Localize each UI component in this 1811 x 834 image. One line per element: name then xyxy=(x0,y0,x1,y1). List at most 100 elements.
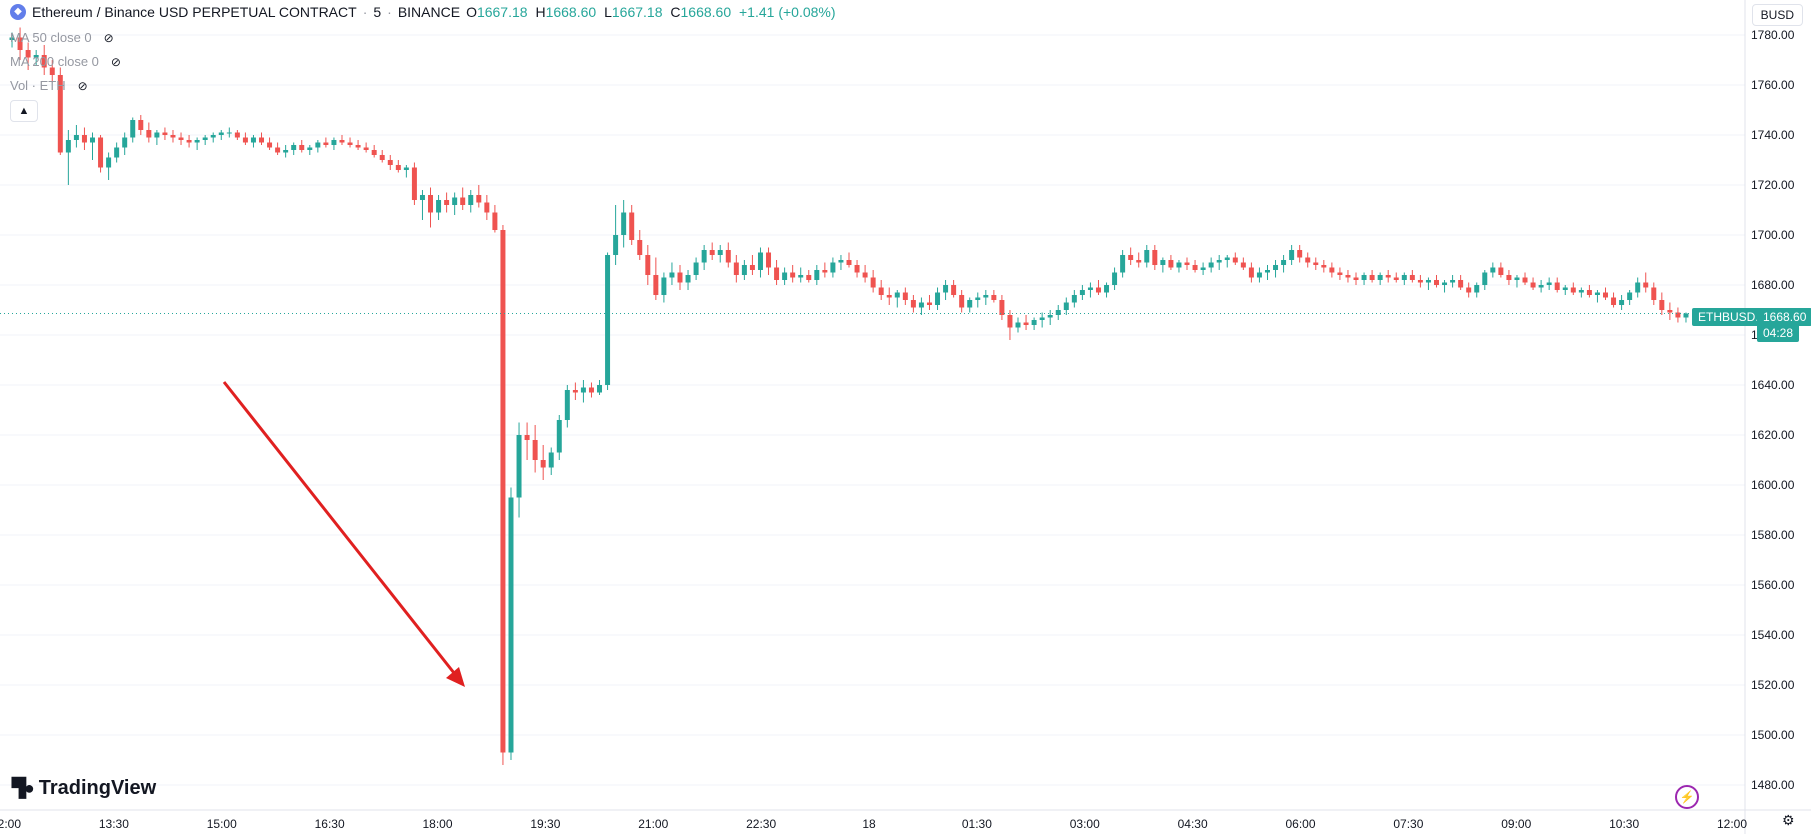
candle-body xyxy=(419,195,425,200)
candle xyxy=(1313,257,1319,270)
candle xyxy=(1417,275,1423,288)
candle-body xyxy=(1603,292,1608,298)
candle xyxy=(1224,255,1230,268)
candle-body xyxy=(685,275,691,283)
candle xyxy=(299,140,305,153)
candle-body xyxy=(806,275,812,280)
candle-body xyxy=(1313,262,1319,265)
candle xyxy=(1200,262,1206,275)
candle-body xyxy=(1289,250,1295,260)
candle xyxy=(242,132,248,145)
candle xyxy=(484,195,490,220)
y-tick-label: 1700.00 xyxy=(1751,228,1795,242)
indicator-ma200[interactable]: MA 200 close 0 ⊘ xyxy=(10,54,121,69)
indicator-ma50[interactable]: MA 50 close 0 ⊘ xyxy=(10,30,114,45)
candle-body xyxy=(114,147,120,158)
candle xyxy=(605,252,611,390)
candle xyxy=(1264,265,1270,280)
candle-body xyxy=(1474,285,1480,293)
candle-body xyxy=(194,140,200,143)
candle-body xyxy=(757,252,763,270)
candle xyxy=(1401,272,1407,285)
candle xyxy=(1490,262,1496,278)
candle xyxy=(226,127,232,138)
high-label: H xyxy=(535,4,546,20)
candle xyxy=(613,205,619,265)
candle-body xyxy=(1015,322,1021,328)
candle xyxy=(315,140,321,153)
bolt-icon[interactable]: ⚡ xyxy=(1675,785,1699,809)
candle xyxy=(717,245,723,263)
candle-body xyxy=(379,155,385,160)
candle xyxy=(645,245,651,285)
candle xyxy=(1176,260,1182,273)
candle xyxy=(790,265,796,283)
candle xyxy=(419,190,425,220)
time-axis[interactable]: 02:00 13:30 15:00 16:30 18:00 19:30 21:00 22:30… xyxy=(0,817,1747,831)
candle-body xyxy=(1120,255,1126,273)
tradingview-logo[interactable]: ▜● TradingView xyxy=(12,777,156,800)
candle-body xyxy=(1256,272,1262,278)
eye-off-icon[interactable]: ⊘ xyxy=(103,30,114,45)
candle xyxy=(492,205,498,233)
symbol-title[interactable]: Ethereum / Binance USD PERPETUAL CONTRAC… xyxy=(32,4,357,20)
candle xyxy=(1104,282,1110,298)
candle-body xyxy=(234,132,240,138)
interval-label[interactable]: 5 xyxy=(373,4,382,20)
candle xyxy=(637,230,643,260)
candle xyxy=(218,130,224,140)
collapse-legend-button[interactable]: ▲ xyxy=(10,100,38,122)
candle xyxy=(122,132,128,155)
open-value: 1667.18 xyxy=(476,4,528,20)
candle-body xyxy=(749,265,755,270)
eye-off-icon[interactable]: ⊘ xyxy=(110,54,121,69)
candle xyxy=(1538,280,1544,293)
candle-body xyxy=(790,272,796,278)
candle xyxy=(347,137,353,148)
y-tick-label: 1740.00 xyxy=(1751,128,1795,142)
candle-body xyxy=(959,295,965,308)
x-tick-label: 18:00 xyxy=(422,817,452,831)
currency-button[interactable]: BUSD xyxy=(1751,4,1803,26)
candle-body xyxy=(862,272,868,278)
candle-body xyxy=(983,295,989,298)
candle xyxy=(918,297,924,315)
candle-body xyxy=(162,132,168,135)
candle xyxy=(307,145,313,155)
candle-body xyxy=(717,250,723,255)
candle-body xyxy=(1232,257,1238,263)
candle-body xyxy=(1160,260,1166,265)
candle-body xyxy=(830,262,836,273)
gear-icon[interactable]: ⚙ xyxy=(1782,812,1795,828)
candle xyxy=(1337,267,1343,280)
candle-body xyxy=(500,230,506,753)
candle xyxy=(1611,292,1617,308)
candle xyxy=(975,292,981,308)
candle-body xyxy=(516,435,522,498)
candle-body xyxy=(1087,287,1093,290)
candle xyxy=(1273,260,1279,278)
candle xyxy=(387,155,393,170)
high-value: 1668.60 xyxy=(545,4,597,20)
annotation-arrow[interactable] xyxy=(222,381,465,687)
candle xyxy=(926,295,932,310)
candle-body xyxy=(588,387,594,393)
candle-body xyxy=(25,50,31,58)
indicator-volume[interactable]: Vol · ETH ⊘ xyxy=(10,78,88,93)
candle xyxy=(395,160,401,173)
candle-body xyxy=(725,250,731,263)
grid-lines xyxy=(0,34,1745,786)
candle xyxy=(524,422,530,460)
candle xyxy=(371,145,377,158)
eye-off-icon[interactable]: ⊘ xyxy=(77,78,88,93)
price-axis[interactable]: 1780.00 1760.00 1740.00 1720.00 1700.00 1680.… xyxy=(1751,28,1795,792)
candle-body xyxy=(492,212,498,230)
candle-body xyxy=(677,272,683,283)
candle-body xyxy=(766,252,772,268)
change-value: +1.41 (+0.08%) xyxy=(739,4,836,20)
candle xyxy=(1474,282,1480,298)
candle-body xyxy=(49,67,55,75)
candle xyxy=(910,295,916,313)
candle-body xyxy=(1240,262,1246,268)
